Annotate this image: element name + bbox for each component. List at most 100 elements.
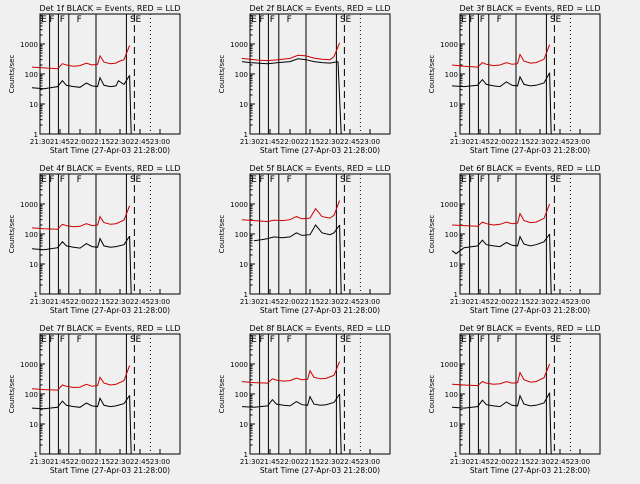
- x-tick-label: 22:45: [550, 458, 570, 466]
- x-tick-label: 22:30: [530, 138, 550, 146]
- x-tick-label: 21:45: [260, 298, 280, 306]
- x-tick-label: 22:45: [130, 298, 150, 306]
- y-tick-label: 100: [235, 71, 248, 79]
- series-events: [451, 392, 551, 409]
- x-tick-label: 22:45: [130, 138, 150, 146]
- x-tick-label: 21:45: [50, 298, 70, 306]
- y-tick-label: 100: [445, 71, 458, 79]
- plot-frame: [39, 173, 181, 295]
- y-tick-label: 1000: [440, 201, 458, 209]
- panel-2: Det 2f BLACK = Events, RED = LLD 1 10 100 10…: [218, 4, 391, 155]
- y-tick-label: 100: [25, 71, 38, 79]
- x-axis-label: Start Time (27-Apr-03 21:28:00): [50, 466, 170, 475]
- panel-title: Det 3f BLACK = Events, RED = LLD: [459, 4, 600, 13]
- plot-frame: [459, 173, 601, 295]
- plot-frame: [459, 333, 601, 455]
- panel-title: Det 5f BLACK = Events, RED = LLD: [249, 164, 390, 173]
- panel-title: Det 8f BLACK = Events, RED = LLD: [249, 324, 390, 333]
- event-marker: E: [346, 175, 352, 185]
- x-tick-label: 22:30: [320, 138, 340, 146]
- x-tick-label: 23:00: [150, 298, 170, 306]
- y-tick-label: 1: [244, 131, 248, 139]
- event-marker: E: [251, 335, 257, 345]
- x-tick-label: 21:45: [50, 138, 70, 146]
- x-tick-label: 22:45: [340, 298, 360, 306]
- y-axis-label: Counts/sec: [428, 375, 436, 414]
- y-tick-label: 1000: [230, 361, 248, 369]
- y-tick-label: 10: [449, 101, 458, 109]
- x-tick-label: 22:30: [110, 298, 130, 306]
- x-tick-label: 22:30: [530, 298, 550, 306]
- series-events: [241, 58, 339, 65]
- event-marker: F: [77, 335, 82, 345]
- event-marker: F: [480, 335, 485, 345]
- x-tick-label: 22:15: [90, 298, 110, 306]
- series-events-drop: [549, 233, 552, 295]
- series-events-drop: [549, 392, 552, 455]
- event-marker: F: [259, 335, 264, 345]
- x-tick-label: 22:15: [300, 298, 320, 306]
- x-tick-label: 22:30: [110, 458, 130, 466]
- x-axis-label: Start Time (27-Apr-03 21:28:00): [50, 146, 170, 155]
- event-marker: E: [41, 15, 47, 25]
- event-marker: S: [550, 335, 556, 345]
- y-tick-label: 100: [25, 391, 38, 399]
- y-axis-label: Counts/sec: [8, 55, 16, 94]
- x-tick-label: 22:00: [70, 458, 90, 466]
- y-tick-label: 1: [454, 131, 458, 139]
- x-tick-label: 22:00: [280, 138, 300, 146]
- x-tick-label: 22:00: [280, 458, 300, 466]
- event-marker: F: [270, 335, 275, 345]
- panel-1: Det 1f BLACK = Events, RED = LLD 1 10 100 10…: [8, 4, 181, 155]
- event-marker: S: [340, 335, 346, 345]
- x-tick-label: 22:30: [320, 298, 340, 306]
- y-tick-label: 10: [449, 421, 458, 429]
- event-marker: F: [49, 335, 54, 345]
- panel-9: Det 9f BLACK = Events, RED = LLD 1 10 100 10…: [428, 324, 601, 475]
- x-tick-label: 22:30: [530, 458, 550, 466]
- x-tick-label: 22:00: [70, 298, 90, 306]
- x-tick-label: 21:30: [30, 458, 50, 466]
- y-tick-label: 10: [239, 101, 248, 109]
- y-tick-label: 1000: [20, 41, 38, 49]
- y-tick-label: 1000: [20, 361, 38, 369]
- plot-frame: [249, 333, 391, 455]
- x-tick-label: 22:15: [510, 458, 530, 466]
- x-tick-label: 22:45: [550, 298, 570, 306]
- y-tick-label: 1: [244, 451, 248, 459]
- x-tick-label: 22:00: [490, 138, 510, 146]
- event-marker: E: [556, 335, 562, 345]
- event-marker: F: [497, 335, 502, 345]
- y-tick-label: 1: [34, 451, 38, 459]
- series-lld: [31, 45, 131, 70]
- x-tick-label: 21:45: [470, 138, 490, 146]
- x-tick-label: 21:45: [260, 138, 280, 146]
- y-tick-label: 100: [25, 231, 38, 239]
- series-lld: [241, 200, 341, 223]
- event-marker: S: [340, 175, 346, 185]
- y-tick-label: 1: [244, 291, 248, 299]
- y-tick-label: 10: [29, 421, 38, 429]
- panel-4: Det 4f BLACK = Events, RED = LLD 1 10 100 10…: [8, 164, 181, 315]
- x-tick-label: 21:30: [240, 138, 260, 146]
- series-events-drop: [339, 224, 342, 295]
- series-events: [31, 235, 131, 251]
- plot-frame: [459, 13, 601, 135]
- event-marker: S: [130, 175, 136, 185]
- y-tick-label: 100: [445, 231, 458, 239]
- series-events-drop: [129, 236, 132, 295]
- series-events: [31, 395, 131, 410]
- y-tick-label: 100: [235, 391, 248, 399]
- x-axis-label: Start Time (27-Apr-03 21:28:00): [260, 306, 380, 315]
- panel-title: Det 6f BLACK = Events, RED = LLD: [459, 164, 600, 173]
- y-axis-label: Counts/sec: [428, 55, 436, 94]
- panel-title: Det 7f BLACK = Events, RED = LLD: [39, 324, 180, 333]
- series-events-drop: [129, 75, 132, 135]
- x-tick-label: 23:00: [570, 138, 590, 146]
- y-tick-label: 1000: [440, 41, 458, 49]
- y-axis-label: Counts/sec: [218, 215, 226, 254]
- event-marker: E: [251, 175, 257, 185]
- y-axis-label: Counts/sec: [8, 215, 16, 254]
- event-marker: E: [556, 175, 562, 185]
- series-lld: [451, 203, 551, 227]
